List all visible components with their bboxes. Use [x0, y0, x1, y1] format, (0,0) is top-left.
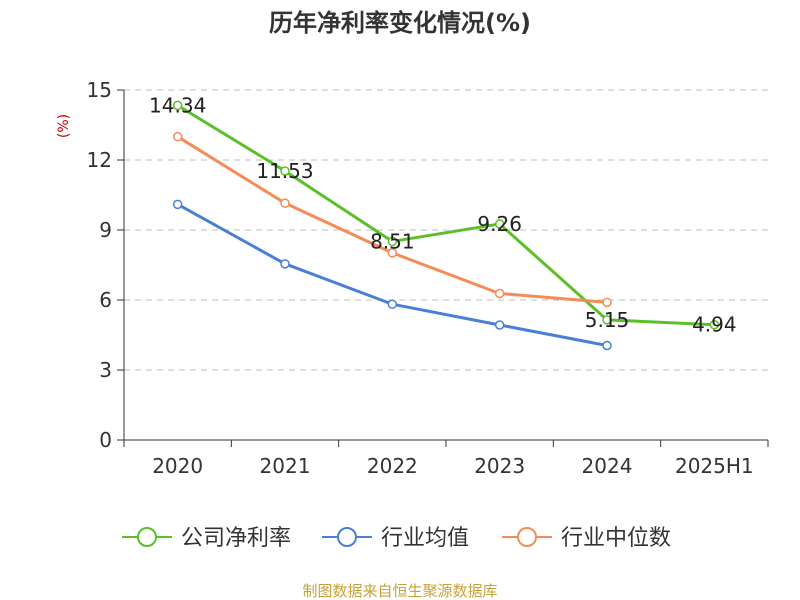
data-labels: 14.34 11.53 8.51 9.26 5.15 4.94	[149, 93, 737, 336]
data-point[interactable]	[494, 288, 505, 299]
legend-label: 行业中位数	[561, 526, 671, 551]
data-point[interactable]	[280, 259, 290, 269]
data-point[interactable]	[172, 131, 183, 142]
data-label: 11.53	[256, 159, 313, 183]
y-tick-label: 0	[99, 428, 112, 452]
legend-item-0[interactable]: 公司净利率	[122, 526, 291, 551]
grid-lines	[124, 89, 768, 371]
x-tick-label: 2022	[367, 454, 418, 478]
data-point[interactable]	[172, 100, 183, 111]
data-point[interactable]	[172, 199, 183, 210]
y-tick-label: 3	[99, 358, 112, 382]
series-lines	[176, 103, 716, 347]
series-line-0	[176, 103, 716, 327]
x-tick-label: 2025H1	[675, 454, 754, 478]
data-label: 5.15	[585, 308, 630, 332]
data-point[interactable]	[387, 248, 398, 258]
series-line-1	[176, 202, 609, 347]
axes: 0 3 6 9 12 15 2020 2021 2022 2023 2024 2025H1	[87, 78, 769, 478]
data-label: 9.26	[477, 212, 522, 236]
y-tick-label: 6	[99, 288, 112, 312]
data-point[interactable]	[494, 219, 505, 229]
data-label: 14.34	[149, 93, 206, 117]
data-point[interactable]	[709, 319, 720, 330]
data-label: 8.51	[370, 229, 415, 253]
y-axis-unit-label: (%)	[56, 114, 72, 138]
x-tick-label: 2021	[260, 454, 311, 478]
legend-label: 行业均值	[381, 526, 469, 551]
source-note: 制图数据来自恒生聚源数据库	[302, 582, 497, 600]
legend-item-2[interactable]: 行业中位数	[502, 526, 671, 551]
data-point[interactable]	[280, 166, 290, 176]
legend-item-1[interactable]: 行业均值	[322, 526, 469, 551]
data-point[interactable]	[602, 315, 612, 325]
chart-title: 历年净利率变化情况(%)	[269, 9, 531, 37]
legend-marker	[517, 527, 537, 547]
y-tick-label: 15	[87, 78, 112, 102]
legend-marker	[337, 527, 357, 547]
y-tick-label: 12	[87, 148, 112, 172]
data-point[interactable]	[602, 340, 612, 351]
x-tick-label: 2024	[582, 454, 633, 478]
x-tick-label: 2023	[474, 454, 525, 478]
data-point[interactable]	[387, 299, 398, 309]
x-tick-label: 2020	[152, 454, 203, 478]
data-point[interactable]	[280, 198, 290, 208]
data-label: 4.94	[692, 313, 737, 337]
data-point[interactable]	[602, 297, 612, 308]
data-point[interactable]	[387, 236, 398, 247]
series-line-2	[176, 135, 609, 304]
legend[interactable]: 公司净利率 行业均值 行业中位数	[122, 526, 671, 551]
series-markers	[172, 100, 720, 351]
legend-marker	[137, 527, 157, 547]
data-point[interactable]	[494, 320, 505, 330]
y-tick-label: 9	[99, 218, 112, 242]
legend-label: 公司净利率	[181, 526, 291, 551]
